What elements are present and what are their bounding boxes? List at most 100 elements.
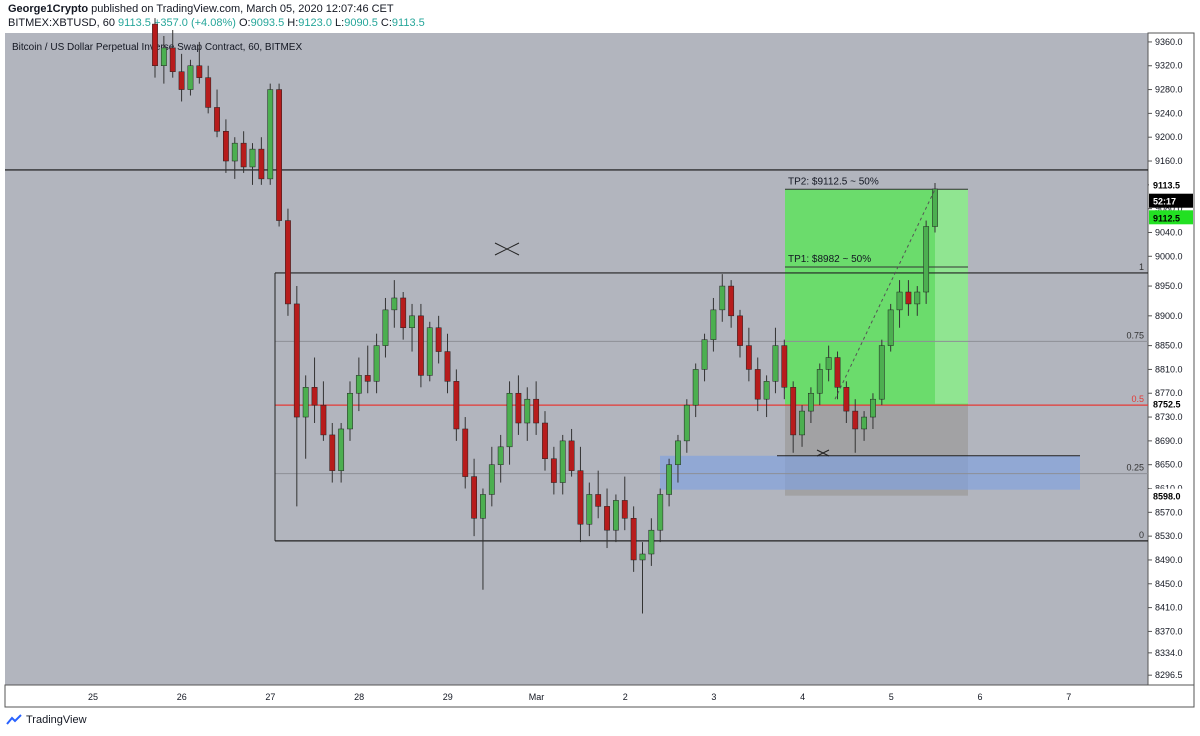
candle-body	[364, 375, 371, 382]
candle-body	[586, 494, 593, 525]
candle-body	[480, 494, 486, 519]
candle-body	[843, 387, 850, 412]
price-tick-label: 8690.0	[1155, 436, 1183, 446]
candle-body	[160, 47, 167, 66]
low-value: 9090.5	[344, 17, 378, 29]
time-tick-label: 28	[354, 692, 364, 702]
candle-body	[187, 65, 194, 90]
candle-body	[870, 398, 876, 418]
time-tick-label: 6	[977, 692, 982, 702]
candle-body	[488, 464, 495, 495]
candle-body	[515, 392, 522, 424]
candle-body	[701, 339, 708, 370]
candle-body	[426, 327, 433, 376]
tp1-annotation: TP1: $8982 ~ 50%	[788, 254, 871, 265]
publish-line: George1Crypto published on TradingView.c…	[8, 3, 394, 15]
time-tick-label: 5	[889, 692, 894, 702]
candle-body	[772, 345, 779, 382]
candle-body	[258, 148, 265, 180]
price-tick-label: 8296.5	[1155, 670, 1183, 680]
fib-level-label: 0.25	[1126, 463, 1144, 473]
time-tick-label: 7	[1066, 692, 1071, 702]
tradingview-wordmark: TradingView	[26, 714, 87, 726]
candle-body	[267, 89, 274, 180]
time-tick-label: 4	[800, 692, 805, 702]
price-tick-label: 8850.0	[1155, 341, 1183, 351]
demand-zone	[660, 455, 1080, 490]
last-price: 9113.5	[118, 17, 151, 29]
candle-body	[559, 440, 566, 483]
plot-background	[5, 33, 1148, 685]
candle-body	[453, 381, 460, 430]
stop-price-label: 8598.0	[1153, 492, 1181, 502]
open-value: 9093.5	[250, 17, 285, 29]
chart-header: George1Crypto published on TradingView.c…	[4, 0, 1194, 32]
candle-body	[293, 303, 300, 418]
candle-body	[355, 375, 362, 394]
candle-body	[816, 369, 823, 394]
candle-body	[223, 130, 229, 162]
candle-body	[630, 518, 637, 561]
time-tick-label: 27	[265, 692, 275, 702]
tradingview-logo[interactable]: TradingView	[6, 714, 87, 726]
candle-body	[763, 381, 770, 400]
candle-body	[914, 291, 921, 305]
candle-body	[400, 297, 407, 328]
candle-body	[710, 309, 717, 340]
candle-body	[852, 410, 859, 430]
high-value: 9123.0	[298, 17, 332, 29]
candle-body	[231, 142, 238, 162]
cross-marker	[816, 449, 830, 457]
projection-line	[834, 189, 936, 400]
current-price-label-bg	[1149, 177, 1193, 192]
candle-body	[621, 500, 628, 519]
candle-body	[320, 404, 327, 436]
candle-body	[577, 470, 584, 525]
tp2-annotation: TP2: $9112.5 ~ 50%	[788, 176, 879, 187]
candle-body	[373, 345, 380, 382]
price-axis	[1147, 32, 1195, 686]
low-label: L:	[335, 17, 345, 29]
candle-body	[657, 494, 664, 531]
author-name[interactable]: George1Crypto	[8, 3, 89, 15]
candle-body	[169, 47, 176, 72]
price-tick-label: 9320.0	[1155, 61, 1183, 71]
candle-body	[905, 291, 912, 305]
time-tick-label: 25	[88, 692, 98, 702]
candle-body	[692, 369, 699, 406]
candle-body	[878, 345, 885, 400]
candle-body	[639, 553, 646, 561]
time-axis	[4, 684, 1195, 708]
candle-body	[613, 500, 619, 531]
publish-info: published on TradingView.com, March 05, …	[88, 3, 394, 15]
candle-body	[648, 529, 655, 555]
candle-body	[338, 428, 345, 471]
candle-body	[214, 107, 220, 132]
entry-price-label-bg	[1149, 396, 1193, 411]
candle-body	[205, 77, 212, 108]
time-tick-label: 3	[711, 692, 716, 702]
time-tick-label: Mar	[529, 692, 545, 702]
price-tick-label: 9080.0	[1155, 204, 1183, 214]
stop-price-label-bg	[1149, 488, 1193, 503]
candle-body	[550, 458, 557, 483]
price-tick-label: 8450.0	[1155, 579, 1183, 589]
tp2-price-label: 9112.5	[1153, 213, 1180, 223]
entry-price-label: 8752.5	[1153, 400, 1181, 410]
price-tick-label: 9360.0	[1155, 37, 1183, 47]
candle-body	[152, 23, 158, 66]
high-label: H:	[287, 17, 299, 29]
candle-body	[329, 434, 336, 471]
candle-body	[276, 89, 283, 221]
cross-marker	[494, 242, 520, 256]
price-tick-label: 8950.0	[1155, 281, 1183, 291]
candle-body	[462, 428, 469, 477]
price-tick-label: 9240.0	[1155, 108, 1183, 118]
price-tick-label: 9160.0	[1155, 156, 1183, 166]
price-tick-label: 8900.0	[1155, 311, 1183, 321]
countdown-label-bg	[1149, 193, 1193, 208]
price-tick-label: 8530.0	[1155, 531, 1183, 541]
candle-body	[506, 392, 513, 448]
open-label: O:	[238, 17, 251, 29]
